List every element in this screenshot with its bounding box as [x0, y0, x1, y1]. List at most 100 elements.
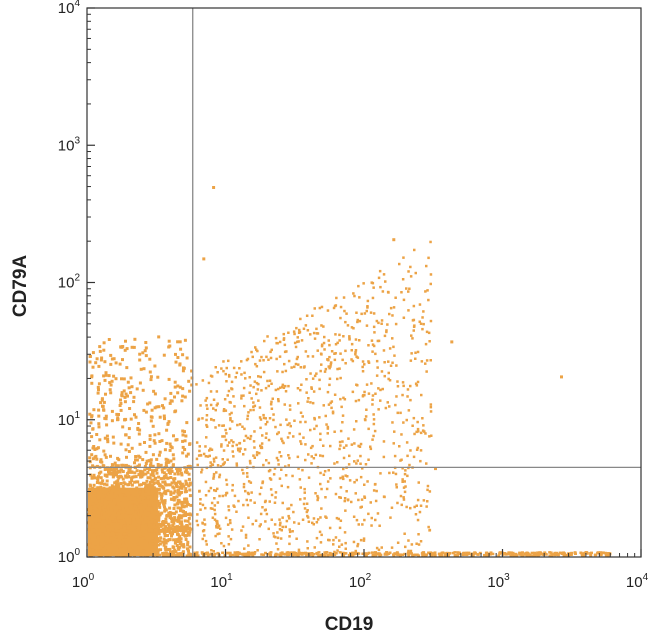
data-point: [151, 453, 155, 457]
data-point: [163, 509, 167, 513]
data-point: [122, 532, 126, 536]
data-point: [352, 428, 356, 431]
data-point: [393, 552, 397, 556]
data-point: [249, 499, 252, 502]
data-point: [151, 536, 155, 540]
data-point: [354, 492, 357, 495]
data-point: [282, 332, 285, 336]
data-point: [187, 477, 191, 481]
data-point: [250, 397, 253, 400]
data-point: [396, 541, 400, 544]
data-point: [324, 367, 328, 371]
data-point: [103, 473, 107, 477]
data-point: [127, 511, 130, 515]
data-point: [149, 458, 153, 462]
data-point: [173, 503, 177, 507]
data-point: [385, 551, 389, 554]
data-point: [129, 417, 133, 421]
data-point: [424, 342, 428, 346]
data-point: [124, 489, 128, 493]
data-point: [255, 348, 258, 351]
data-point: [141, 493, 145, 497]
data-point: [179, 528, 183, 532]
data-point: [177, 547, 181, 551]
data-point: [407, 409, 411, 412]
data-point: [172, 498, 176, 502]
data-point: [91, 520, 95, 523]
data-point: [604, 552, 608, 555]
data-point: [203, 534, 206, 537]
data-point: [138, 473, 142, 477]
data-point: [259, 418, 263, 421]
data-point: [102, 341, 106, 345]
data-point: [186, 452, 190, 456]
data-point: [227, 505, 230, 508]
data-point: [291, 530, 294, 533]
data-point: [419, 431, 423, 435]
data-point: [190, 383, 194, 387]
data-point: [106, 492, 110, 496]
data-point: [112, 441, 116, 445]
data-point: [102, 449, 106, 453]
data-point: [187, 379, 191, 383]
data-point: [324, 515, 327, 518]
data-point: [391, 361, 394, 364]
data-point: [142, 542, 146, 545]
data-point: [367, 360, 370, 363]
data-point: [115, 532, 119, 536]
data-point: [121, 470, 125, 473]
data-point: [149, 480, 152, 484]
data-point: [260, 442, 264, 445]
data-point: [120, 528, 123, 532]
data-point: [327, 538, 330, 542]
data-point: [429, 410, 433, 413]
data-point: [138, 552, 142, 555]
data-point: [266, 420, 269, 424]
data-point: [406, 388, 410, 391]
data-point: [416, 350, 420, 354]
data-point: [145, 479, 149, 483]
data-point: [246, 436, 249, 440]
data-point: [354, 549, 357, 553]
data-point: [399, 411, 402, 415]
data-point: [252, 552, 256, 556]
data-point: [130, 508, 134, 512]
data-point: [504, 553, 508, 556]
data-point: [408, 287, 411, 290]
data-point: [374, 518, 377, 522]
data-point: [97, 551, 101, 554]
data-point: [361, 365, 364, 369]
data-point: [417, 430, 420, 433]
data-point: [367, 392, 371, 395]
data-point: [120, 393, 124, 397]
data-point: [407, 290, 410, 293]
data-point: [344, 509, 347, 512]
data-point: [211, 507, 214, 510]
data-point: [105, 474, 109, 478]
data-point: [179, 509, 182, 513]
data-point: [554, 553, 558, 556]
data-point: [303, 497, 306, 500]
data-point: [278, 518, 281, 521]
data-point: [181, 445, 185, 449]
data-point: [155, 501, 159, 505]
data-point: [230, 528, 234, 531]
data-point: [168, 344, 172, 348]
data-point: [167, 514, 171, 518]
data-point: [419, 322, 423, 325]
data-point: [389, 516, 392, 519]
data-point: [222, 369, 225, 373]
data-point: [146, 538, 150, 542]
data-point: [402, 298, 406, 302]
data-point: [118, 548, 122, 552]
data-point: [392, 345, 395, 349]
data-point: [104, 539, 108, 543]
data-point: [275, 542, 278, 545]
data-point: [312, 457, 316, 460]
data-point: [236, 551, 240, 554]
data-point: [91, 486, 95, 490]
data-point: [112, 537, 116, 541]
data-point: [176, 469, 179, 473]
data-point: [326, 427, 330, 430]
data-point: [148, 444, 152, 448]
